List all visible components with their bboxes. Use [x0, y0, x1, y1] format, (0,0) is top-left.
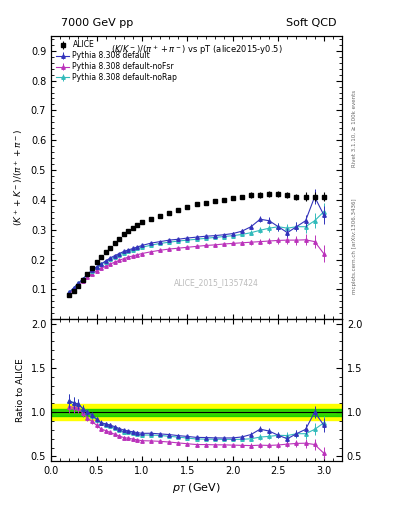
Bar	[51, 404, 342, 420]
Text: Soft QCD: Soft QCD	[286, 18, 336, 28]
Legend: ALICE, Pythia 8.308 default, Pythia 8.308 default-noFsr, Pythia 8.308 default-no: ALICE, Pythia 8.308 default, Pythia 8.30…	[55, 39, 178, 83]
Text: Rivet 3.1.10, ≥ 100k events: Rivet 3.1.10, ≥ 100k events	[352, 90, 357, 166]
Text: 7000 GeV pp: 7000 GeV pp	[61, 18, 133, 28]
Y-axis label: $(K^+ + K^-)$/$(\pi^+ + \pi^-)$: $(K^+ + K^-)$/$(\pi^+ + \pi^-)$	[13, 129, 25, 226]
Text: ALICE_2015_I1357424: ALICE_2015_I1357424	[174, 278, 259, 287]
Text: $(K/K^-)$/$(\pi^++\pi^-)$ vs pT (alice2015-y0.5): $(K/K^-)$/$(\pi^++\pi^-)$ vs pT (alice20…	[111, 43, 282, 57]
Text: mcplots.cern.ch [arXiv:1306.3436]: mcplots.cern.ch [arXiv:1306.3436]	[352, 198, 357, 293]
X-axis label: $p_T$ (GeV): $p_T$ (GeV)	[172, 481, 221, 495]
Y-axis label: Ratio to ALICE: Ratio to ALICE	[16, 358, 25, 422]
Bar	[51, 409, 342, 416]
